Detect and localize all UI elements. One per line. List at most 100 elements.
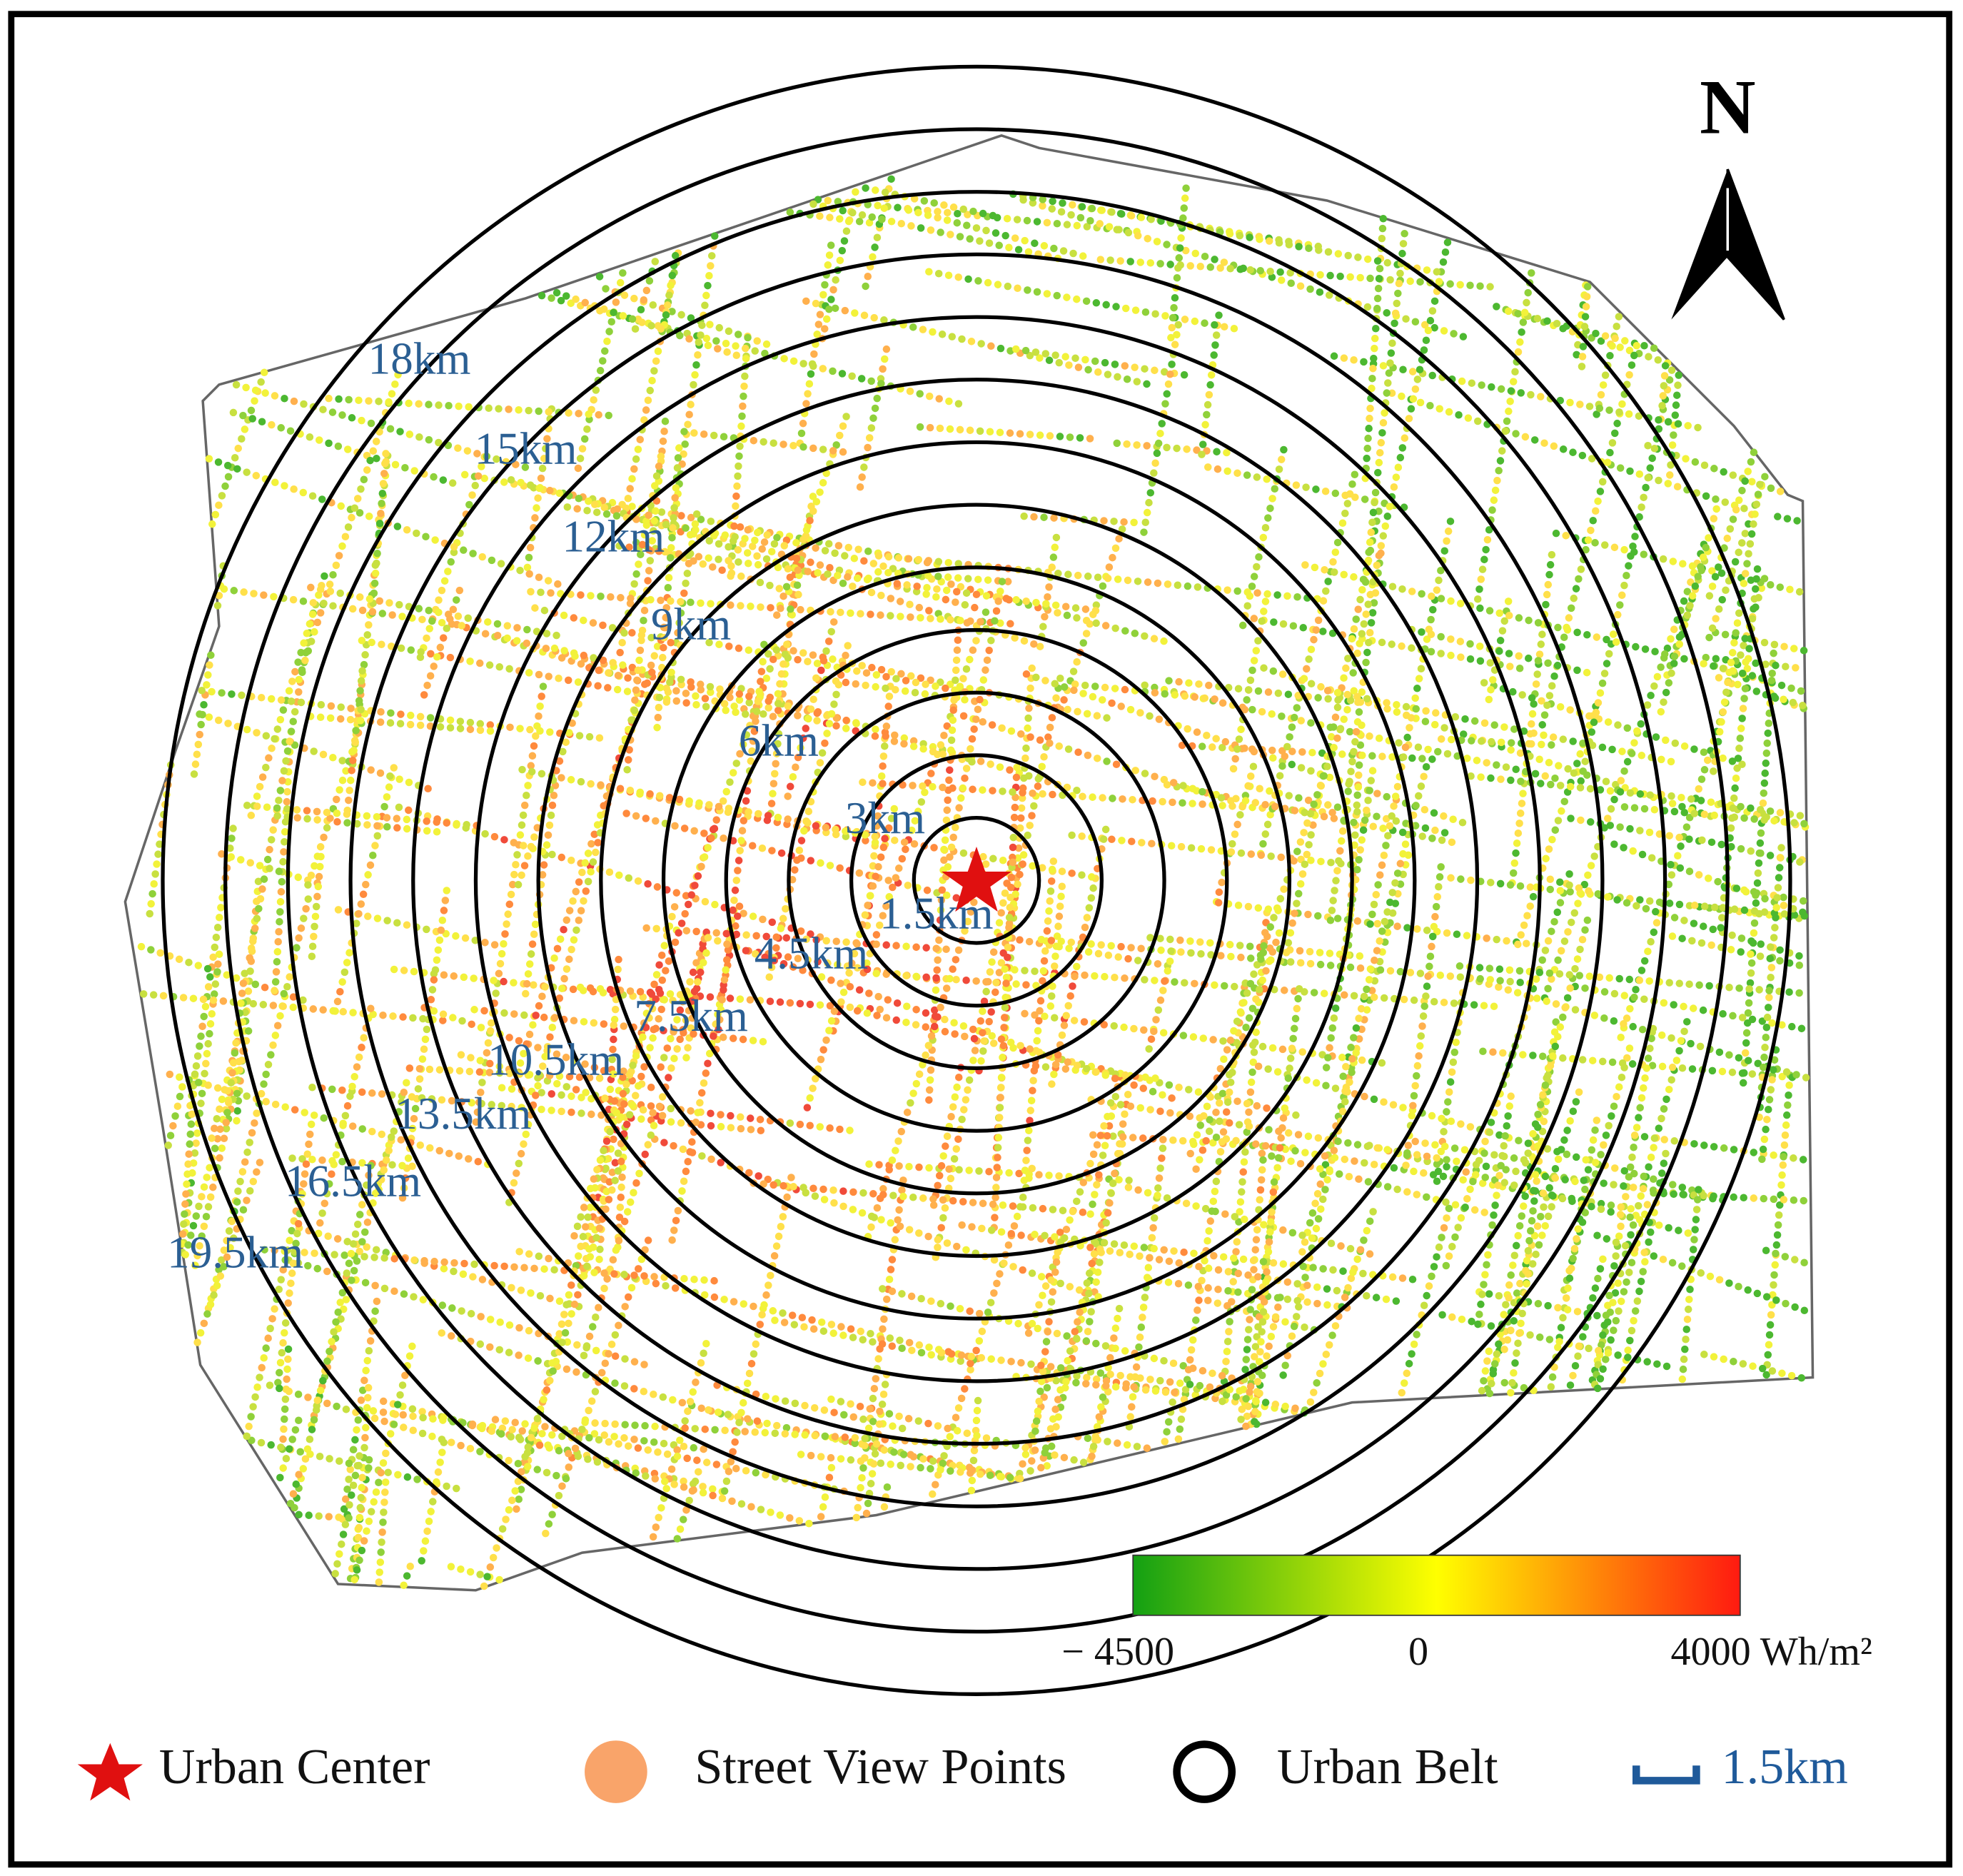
street-view-point [1770,1195,1778,1204]
street-view-point [1116,1140,1124,1148]
street-view-point [1665,899,1674,907]
street-view-point [657,1504,665,1512]
street-view-point [262,732,271,740]
street-view-point [1557,947,1565,955]
street-view-point [873,233,882,241]
street-view-point [884,877,892,884]
street-view-point [1246,266,1254,274]
street-view-point [203,964,212,973]
street-view-point [368,1089,376,1097]
street-view-point [1015,1169,1023,1178]
street-view-point [1771,1261,1780,1269]
street-view-point [309,1005,318,1013]
street-view-point [1776,583,1785,591]
street-view-point [183,1170,191,1179]
street-view-point [1509,869,1518,877]
street-view-point [405,778,413,787]
street-view-point [914,807,922,815]
street-view-point [1623,724,1632,732]
street-view-point [738,412,746,420]
street-view-point [977,1056,985,1065]
street-view-point [1797,1374,1806,1382]
street-view-point [1647,938,1655,946]
street-view-point [1778,1369,1786,1378]
street-view-point [1312,626,1321,634]
street-view-point [794,590,802,599]
street-view-point [1063,1332,1071,1340]
street-view-point [218,492,226,500]
street-view-point [399,1013,407,1021]
street-view-point [234,1187,242,1195]
street-view-point [1531,1120,1540,1128]
street-view-point [1518,1212,1526,1220]
street-view-point [1599,1365,1607,1373]
street-view-point [1770,934,1778,942]
street-view-point [1070,686,1078,695]
street-view-point [1086,1318,1094,1326]
street-view-point [448,1096,456,1105]
street-view-point [1089,1131,1097,1139]
street-view-point [1640,342,1648,350]
street-view-point [1514,1231,1522,1240]
street-view-point [538,692,545,700]
street-view-point [1093,1181,1101,1189]
street-view-point [1421,717,1430,726]
street-view-point [1019,1193,1027,1201]
street-view-point [1583,916,1592,924]
street-view-point [745,646,753,655]
street-view-point [1660,1105,1668,1113]
street-view-point [687,1106,695,1115]
street-view-point [1513,839,1521,847]
street-view-point [1378,752,1386,760]
street-view-point [408,1124,417,1133]
street-view-point [1268,746,1276,755]
street-view-point [1236,1208,1243,1216]
street-view-point [1045,1171,1053,1179]
street-view-point [891,1236,899,1244]
street-view-point [1466,1123,1475,1131]
street-view-point [321,572,328,580]
street-view-point [1416,278,1424,286]
street-view-point [1570,769,1578,777]
street-view-point [1645,897,1654,905]
street-view-point [1766,1321,1775,1329]
street-view-point [1504,986,1513,994]
street-view-point [1036,642,1044,650]
street-view-point [1322,587,1330,595]
street-view-point [203,1049,211,1058]
street-view-point [1670,625,1678,633]
street-view-point [727,1111,735,1120]
street-view-point [819,365,827,373]
street-view-point [1254,1062,1263,1071]
street-view-point [201,1002,210,1011]
street-view-point [256,782,264,791]
street-view-point [1485,1128,1494,1136]
street-view-point [870,852,878,860]
street-view-point [621,1355,629,1363]
street-view-point [1569,1107,1578,1115]
street-view-point [1629,847,1637,855]
street-view-point [1553,908,1562,917]
street-view-point [704,281,712,290]
street-view-point [640,1437,648,1445]
street-view-point [601,347,609,355]
street-view-point [424,785,432,793]
street-view-point [507,890,515,899]
street-view-point [1191,693,1199,701]
street-view-point [197,720,205,729]
street-view-point [982,987,990,996]
street-view-point [308,1155,316,1164]
street-view-point [1623,1054,1631,1062]
street-view-point [1100,517,1108,525]
street-view-point [902,1018,910,1027]
street-view-point [1143,1444,1151,1452]
street-view-point [1687,795,1695,803]
street-view-point [740,909,747,917]
street-view-point [1715,1048,1724,1056]
street-view-point [671,822,679,830]
street-view-point [1752,659,1760,667]
street-view-point [418,1094,426,1102]
street-view-point [847,1325,855,1333]
street-view-point [1551,1164,1560,1173]
street-view-point [458,1307,465,1315]
